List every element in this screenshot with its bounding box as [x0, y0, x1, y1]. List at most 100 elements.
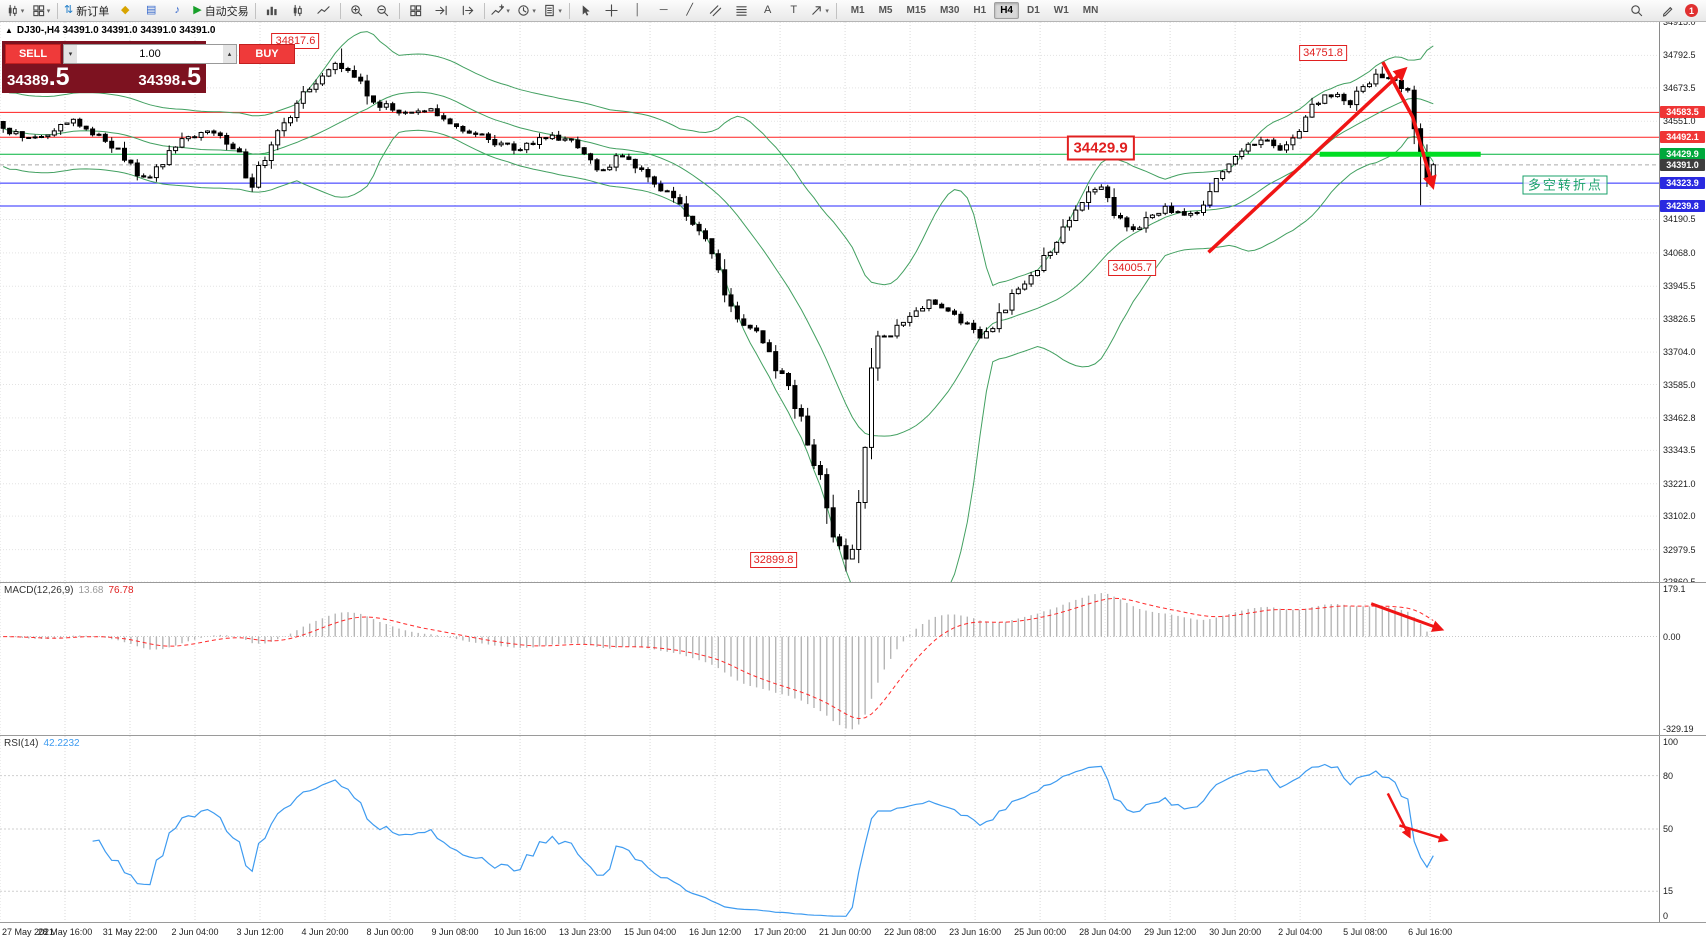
- price-tick-label: 33945.5: [1663, 281, 1696, 292]
- chart-annotation[interactable]: 34751.8: [1299, 45, 1347, 62]
- channel-button[interactable]: [703, 0, 729, 21]
- price-tick-label: 34673.5: [1663, 82, 1696, 93]
- tile-windows-icon: [410, 5, 422, 17]
- rsi-line: [92, 763, 1434, 917]
- time-label: 27 May 2021: [2, 927, 55, 937]
- vertical-line-icon: │: [634, 4, 642, 16]
- horizontal-line-button[interactable]: ─: [651, 0, 677, 21]
- crosshair-icon: [605, 4, 618, 17]
- time-label: 10 Jun 16:00: [494, 927, 547, 937]
- chart-annotation[interactable]: 34005.7: [1108, 260, 1156, 277]
- tile-windows-button[interactable]: [403, 0, 429, 21]
- search-button[interactable]: [1623, 0, 1649, 21]
- chart-annotation[interactable]: 32899.8: [749, 551, 798, 568]
- trendline-button[interactable]: ╱: [677, 0, 703, 21]
- fibonacci-icon: [736, 6, 747, 16]
- new-order-button[interactable]: ⇅ 新订单: [61, 0, 112, 21]
- search-icon: [1630, 5, 1642, 17]
- cursor-button[interactable]: [573, 0, 599, 21]
- line-chart-button[interactable]: [311, 0, 337, 21]
- symbol-ohlc-text: DJ30-,H4 34391.0 34391.0 34391.0 34391.0: [16, 25, 216, 36]
- timeframe-m30-button[interactable]: M30: [939, 5, 960, 16]
- horizontal-level-lines: [0, 111, 1660, 207]
- alerts-button[interactable]: ♪: [164, 0, 190, 21]
- chart-shift-button[interactable]: [455, 0, 481, 21]
- auto-scroll-button[interactable]: [429, 0, 455, 21]
- lot-increase-button[interactable]: ▴: [223, 45, 236, 63]
- one-click-toggle[interactable]: ▲: [5, 26, 13, 35]
- time-scale[interactable]: 27 May 2021 28 May 16:00 31 May 22:00 2 Jun…: [0, 923, 1706, 945]
- templates-button[interactable]: ▾: [540, 0, 566, 21]
- price-tick-label: 33221.0: [1663, 478, 1696, 489]
- macd-label: MACD(12,26,9) 13.68 76.78: [4, 585, 134, 596]
- timeframe-mn-button[interactable]: MN: [1082, 5, 1099, 16]
- bollinger-bands: [2, 31, 1434, 582]
- macd-scale[interactable]: 179.1 0.00 -329.19: [1659, 583, 1706, 735]
- fibonacci-button[interactable]: [729, 0, 755, 21]
- profiles-button[interactable]: ▾: [28, 0, 54, 21]
- toolbar-separator: [568, 2, 570, 19]
- market-watch-button[interactable]: ▤: [138, 0, 164, 21]
- indicators-button[interactable]: ▾: [488, 0, 514, 21]
- main-grid: [0, 22, 1660, 582]
- rsi-scale-label: 50: [1663, 824, 1674, 834]
- buy-button[interactable]: BUY: [239, 44, 295, 64]
- toolbar-separator: [835, 2, 837, 19]
- autotrading-button[interactable]: ▶ 自动交易: [190, 0, 251, 21]
- price-tick-label: 34551.0: [1663, 116, 1696, 127]
- timeframe-d1-button[interactable]: D1: [1027, 5, 1040, 16]
- timeframe-m1-button[interactable]: M1: [850, 5, 865, 16]
- lot-size-input[interactable]: [77, 45, 223, 63]
- new-chart-button[interactable]: ▾: [2, 0, 28, 21]
- price-scale[interactable]: 34915.0 34792.5 34673.5 34551.0 34190.5 34068…: [1659, 22, 1706, 582]
- price-level-badge: 34583.5: [1660, 106, 1705, 119]
- caret-down-icon: ▾: [20, 7, 25, 15]
- lot-decrease-button[interactable]: ▾: [64, 45, 77, 63]
- time-label: 15 Jun 04:00: [624, 927, 677, 937]
- time-label: 28 May 16:00: [37, 927, 93, 937]
- periods-button[interactable]: ▾: [514, 0, 540, 21]
- rsi-scale[interactable]: 100 80 50 15 0: [1659, 736, 1706, 922]
- notification-badge[interactable]: 1: [1685, 4, 1698, 17]
- price-tick-label: 34068.0: [1663, 247, 1696, 258]
- macd-scale-label: 179.1: [1663, 584, 1686, 594]
- sell-button[interactable]: SELL: [5, 44, 61, 64]
- zoom-in-button[interactable]: [344, 0, 370, 21]
- chart-symbol-header: ▲ DJ30-,H4 34391.0 34391.0 34391.0 34391.…: [5, 25, 215, 36]
- metaeditor-button[interactable]: ◆: [112, 0, 138, 21]
- main-chart-panel[interactable]: 34817.6 34751.8 34429.9 34005.7 32899.8 多空转折点…: [0, 22, 1706, 583]
- candlestick-chart-button[interactable]: [285, 0, 311, 21]
- macd-signal-line: [3, 597, 1434, 720]
- timeframe-m15-button[interactable]: M15: [906, 5, 926, 16]
- caret-down-icon: ▾: [46, 7, 51, 15]
- timeframe-h1-button[interactable]: H1: [973, 5, 987, 16]
- label-icon: T: [790, 4, 798, 16]
- macd-panel[interactable]: MACD(12,26,9) 13.68 76.78 179.1 0.00 -329.19: [0, 583, 1706, 736]
- price-level-badge: 34323.9: [1660, 177, 1705, 190]
- timeframe-w1-button[interactable]: W1: [1053, 5, 1069, 16]
- time-label: 6 Jul 16:00: [1408, 927, 1453, 937]
- new-chart-icon: [8, 4, 17, 17]
- arrows-button[interactable]: ▾: [807, 0, 833, 21]
- edit-button[interactable]: [1654, 0, 1680, 21]
- rsi-scale-label: 100: [1663, 737, 1679, 747]
- horizontal-line-icon: ─: [659, 4, 668, 16]
- bar-chart-button[interactable]: [259, 0, 285, 21]
- timeframe-group: M1 M5 M15 M30 H1 H4 D1 W1 MN: [844, 2, 1106, 19]
- chart-annotation[interactable]: 多空转折点: [1522, 175, 1608, 195]
- crosshair-button[interactable]: [599, 0, 625, 21]
- text-button[interactable]: A: [755, 0, 781, 21]
- alerts-icon: ♪: [174, 4, 180, 16]
- main-chart-canvas[interactable]: [0, 22, 1660, 582]
- rsi-canvas[interactable]: [0, 736, 1660, 922]
- rsi-panel[interactable]: RSI(14) 42.2232 100 80 50 15 0: [0, 736, 1706, 923]
- pencil-icon: [1662, 6, 1672, 17]
- one-click-trading-panel: SELL ▾ ▴ BUY 34389.5 34398.5: [2, 41, 295, 93]
- vertical-line-button[interactable]: │: [625, 0, 651, 21]
- timeframe-h4-button[interactable]: H4: [994, 2, 1019, 19]
- chart-annotation[interactable]: 34429.9: [1066, 135, 1135, 161]
- zoom-out-button[interactable]: [370, 0, 396, 21]
- macd-canvas[interactable]: [0, 583, 1660, 735]
- label-button[interactable]: T: [781, 0, 807, 21]
- timeframe-m5-button[interactable]: M5: [878, 5, 893, 16]
